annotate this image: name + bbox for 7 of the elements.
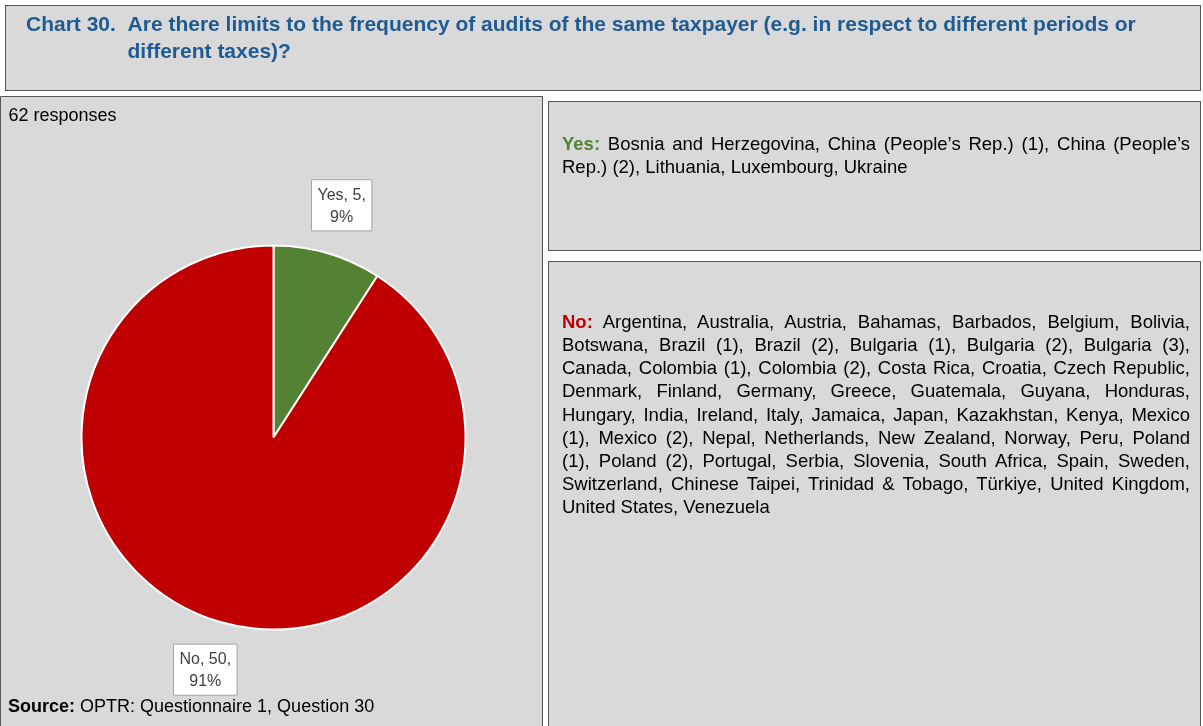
text: No: Argentina, Australia, Austria, Bahamas, Barbados, Belgium, Bolivia, Botswana, Brazil (1), Brazil (2), Bulgaria (1), Bulgaria (2), Bulgaria (3), Canada, Colombia (1), Colombia (2), Costa Rica, Croatia, Czech Republic, Denmark, Finland, Germany, Greece, Guatemala, Guyana, Honduras, Hungary, India, Ireland, Italy, Jamaica, Japan, Kazakhstan, Kenya, Mexico (1), Mexico (2), Nepal, Netherlands, New Zealand, Norway, Peru, Poland (1), Poland (2), Portugal, Serbia, Slovenia, South Africa, Spain, Sweden, Switzerland, Chinese Taipei, Trinidad & Tobago, Türkiye, United Kingdom, United States, Venezuela [562, 311, 1190, 517]
text: Chart 30. Are there limits to the frequency of audits of the same taxpayer (e.g. in respect to different periods or different taxes)? [26, 11, 1137, 65]
slice-label: No, 50, 91% [179, 650, 232, 690]
chart-subtitle: 62 responses [8, 104, 117, 125]
source-note: Source: OPTR: Questionnaire 1, Question 30 [8, 695, 375, 718]
slice-label: Yes, 5, 9% [317, 185, 366, 225]
text: Yes: Bosnia and Herzegovina, China (People’s Rep.) (1), China (People’s Rep.) (2), Lithuania, Luxembourg, Ukraine [562, 132, 1190, 179]
